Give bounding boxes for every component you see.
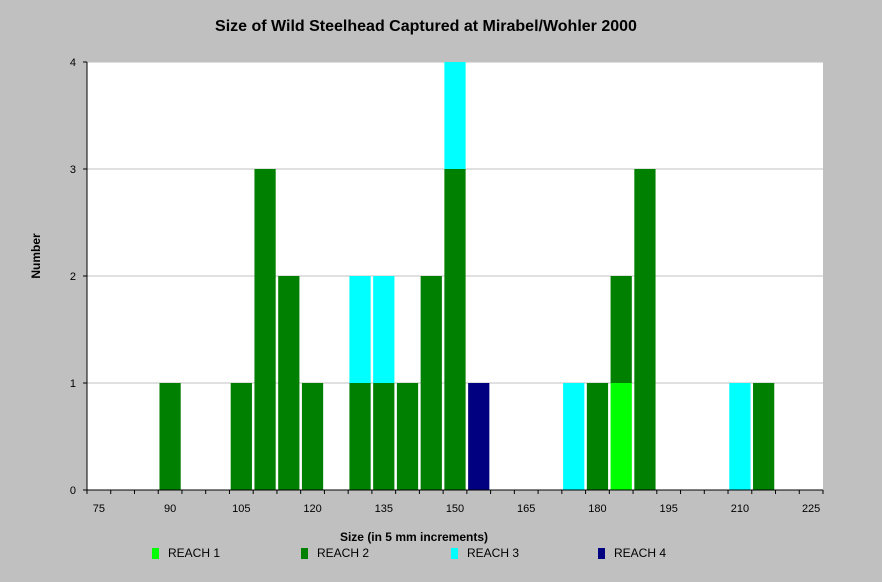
x-axis-label: Size (in 5 mm increments): [340, 530, 488, 544]
legend-label: REACH 2: [317, 546, 370, 560]
bar: [753, 383, 775, 490]
bar: [373, 276, 395, 383]
bar: [420, 276, 442, 490]
x-tick-label: 210: [731, 503, 749, 515]
bar: [610, 276, 632, 383]
y-axis-label: Number: [29, 233, 43, 279]
legend-swatch: [451, 547, 458, 559]
y-tick-label: 4: [70, 57, 76, 69]
bar: [563, 383, 585, 490]
chart-canvas: 0 1 2 3 4 75 90 105 120 135 150 165 180 195 210 225 Siz…: [29, 57, 824, 544]
bar: [301, 383, 324, 490]
legend-item: REACH 1: [152, 546, 220, 560]
legend-swatch: [598, 547, 605, 559]
bar: [396, 383, 419, 490]
x-tick-label: 90: [164, 503, 176, 515]
legend-item: REACH 2: [301, 546, 369, 560]
x-tick-label: 165: [517, 503, 535, 515]
bar: [349, 276, 371, 383]
legend-item: REACH 4: [598, 546, 666, 560]
bar: [278, 276, 300, 490]
bar: [634, 169, 656, 490]
bar: [610, 383, 632, 490]
bars: [159, 62, 775, 490]
legend-label: REACH 4: [614, 546, 667, 560]
x-tick-label: 120: [303, 503, 321, 515]
x-tick-label: 180: [588, 503, 606, 515]
legend-swatch: [301, 547, 308, 559]
bar: [444, 169, 466, 490]
y-tick-label: 1: [70, 378, 76, 390]
chart-title: Size of Wild Steelhead Captured at Mirab…: [215, 18, 637, 35]
y-tick-label: 3: [70, 164, 76, 176]
legend-label: REACH 1: [168, 546, 221, 560]
x-tick-label: 105: [232, 503, 250, 515]
axes: 0 1 2 3 4 75 90 105 120 135 150 165 180 195 210 225: [70, 57, 824, 515]
x-tick-label: 150: [446, 503, 464, 515]
y-tick-label: 2: [70, 271, 76, 283]
bar: [349, 383, 371, 490]
bar: [159, 383, 181, 490]
bar: [444, 62, 466, 169]
bar: [468, 383, 490, 490]
bar: [373, 383, 395, 490]
bar: [586, 383, 609, 490]
bar: [230, 383, 252, 490]
x-tick-label: 135: [375, 503, 393, 515]
y-tick-label: 0: [70, 485, 76, 497]
x-tick-label: 225: [802, 503, 820, 515]
bar: [729, 383, 751, 490]
x-tick-label: 195: [659, 503, 677, 515]
legend-swatch: [152, 547, 159, 559]
legend-item: REACH 3: [451, 546, 519, 560]
bar: [254, 169, 276, 490]
legend: REACH 1 REACH 2 REACH 3 REACH 4: [0, 546, 882, 566]
legend-label: REACH 3: [467, 546, 520, 560]
x-tick-label: 75: [93, 503, 105, 515]
